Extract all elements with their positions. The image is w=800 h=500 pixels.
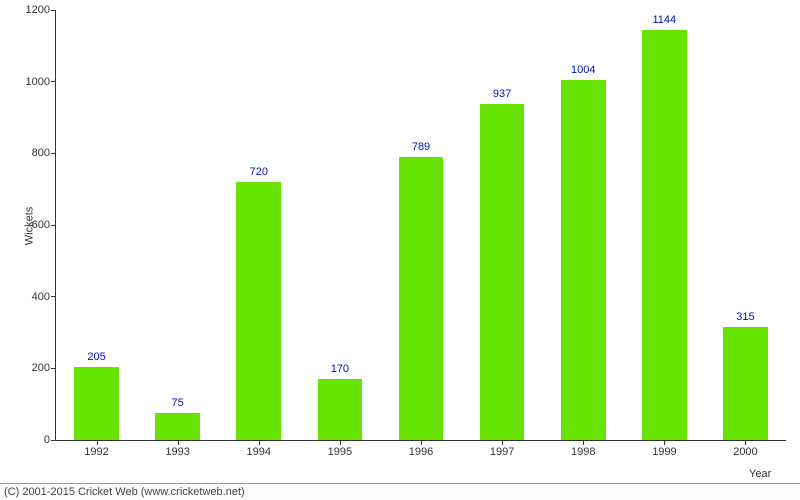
bar xyxy=(561,80,606,440)
chart-container: 0 200 400 600 800 1000 1200 1992 205 1993 75 1994 72… xyxy=(0,0,800,500)
x-tick-label: 1992 xyxy=(84,440,108,458)
bar-value-label: 170 xyxy=(331,363,349,375)
plot-area: 0200400600800100012001992205199375199472… xyxy=(55,10,786,441)
bar xyxy=(723,327,768,440)
x-tick-label: 2000 xyxy=(733,440,757,458)
bar xyxy=(318,379,363,440)
y-tick-label: 0 xyxy=(44,434,56,446)
bar xyxy=(236,182,281,440)
x-tick-label: 1999 xyxy=(652,440,676,458)
y-tick-label: 400 xyxy=(32,291,56,303)
x-tick-label: 1993 xyxy=(165,440,189,458)
bar xyxy=(74,367,119,440)
y-tick-label: 800 xyxy=(32,147,56,159)
x-tick-label: 1998 xyxy=(571,440,595,458)
bar-value-label: 789 xyxy=(412,141,430,153)
bar xyxy=(155,413,200,440)
bar xyxy=(480,104,525,440)
bar xyxy=(642,30,687,440)
y-tick-label: 200 xyxy=(32,362,56,374)
x-tick-label: 1996 xyxy=(409,440,433,458)
bar-value-label: 937 xyxy=(493,88,511,100)
y-tick-label: 1200 xyxy=(26,4,56,16)
bar-value-label: 1144 xyxy=(653,14,677,26)
x-tick-label: 1995 xyxy=(328,440,352,458)
bar-value-label: 720 xyxy=(250,166,268,178)
bar-value-label: 205 xyxy=(87,351,105,363)
x-tick-label: 1997 xyxy=(490,440,514,458)
y-axis-title: Wickets xyxy=(23,207,35,246)
y-tick-label: 1000 xyxy=(26,76,56,88)
bar-value-label: 1004 xyxy=(571,64,595,76)
y-tick-label: 600 xyxy=(32,219,56,231)
bar-value-label: 75 xyxy=(172,397,184,409)
footer-copyright: (C) 2001-2015 Cricket Web (www.cricketwe… xyxy=(0,483,800,500)
bar-value-label: 315 xyxy=(736,311,754,323)
x-axis-title: Year xyxy=(749,468,771,480)
bar xyxy=(399,157,444,440)
x-tick-label: 1994 xyxy=(247,440,271,458)
